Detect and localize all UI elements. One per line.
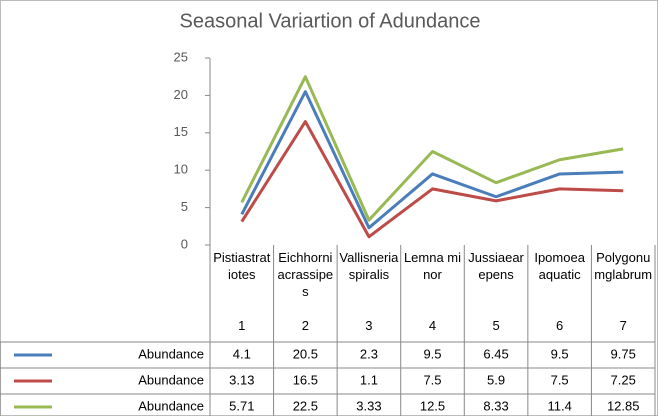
data-table-value: 9.75 xyxy=(611,346,636,361)
y-tick-label: 25 xyxy=(174,49,188,64)
y-tick-label: 10 xyxy=(174,162,188,177)
data-table-value: 6.45 xyxy=(483,346,508,361)
data-table-value: 12.5 xyxy=(420,398,445,413)
y-tick-label: 15 xyxy=(174,124,188,139)
chart-title: Seasonal Variartion of Adundance xyxy=(180,10,481,32)
y-tick-label: 5 xyxy=(181,199,188,214)
data-table-value: 7.5 xyxy=(551,372,569,387)
data-table-value: 22.5 xyxy=(293,398,318,413)
data-table-value: 11.4 xyxy=(547,398,571,413)
data-table-value: 20.5 xyxy=(293,346,318,361)
category-label: Jussiaearepens xyxy=(468,250,524,282)
data-table-value: 3.33 xyxy=(356,398,381,413)
legend-label: Abundance xyxy=(138,346,204,361)
data-table-value: 3.13 xyxy=(229,372,254,387)
category-label: Eichhorniacrassipes xyxy=(277,250,334,299)
category-number: 6 xyxy=(556,318,564,333)
y-tick-label: 0 xyxy=(181,236,188,251)
data-table-value: 4.1 xyxy=(233,346,251,361)
data-table-value: 8.33 xyxy=(483,398,508,413)
data-table-value: 5.9 xyxy=(487,372,505,387)
data-table-value: 9.5 xyxy=(423,346,441,361)
category-number: 2 xyxy=(301,318,309,333)
legend-label: Abundance xyxy=(138,398,204,413)
category-label: Ipomoea aquatic xyxy=(534,250,585,282)
series-line xyxy=(240,120,624,239)
category-label: Polygonumglabrum xyxy=(594,250,653,282)
series-line xyxy=(240,75,624,222)
category-number: 4 xyxy=(428,318,437,333)
legend-label: Abundance xyxy=(138,372,204,387)
category-label: Vallisneriaspiralis xyxy=(339,250,399,282)
data-table-value: 9.5 xyxy=(551,346,569,361)
data-table-value: 12.85 xyxy=(607,398,640,413)
y-tick-label: 20 xyxy=(174,87,188,102)
category-number: 5 xyxy=(492,318,500,333)
data-table-value: 16.5 xyxy=(293,372,318,387)
series-line xyxy=(240,90,624,230)
category-label: Pistiastratiotes xyxy=(213,250,271,282)
data-table-value: 2.3 xyxy=(360,346,378,361)
data-table-value: 7.5 xyxy=(423,372,441,387)
data-table-value: 5.71 xyxy=(229,398,254,413)
category-label: Lemna minor xyxy=(403,250,462,282)
category-number: 3 xyxy=(365,318,373,333)
data-table-value: 1.1 xyxy=(360,372,378,387)
category-number: 1 xyxy=(238,318,246,333)
data-table-value: 7.25 xyxy=(611,372,636,387)
category-number: 7 xyxy=(619,318,627,333)
